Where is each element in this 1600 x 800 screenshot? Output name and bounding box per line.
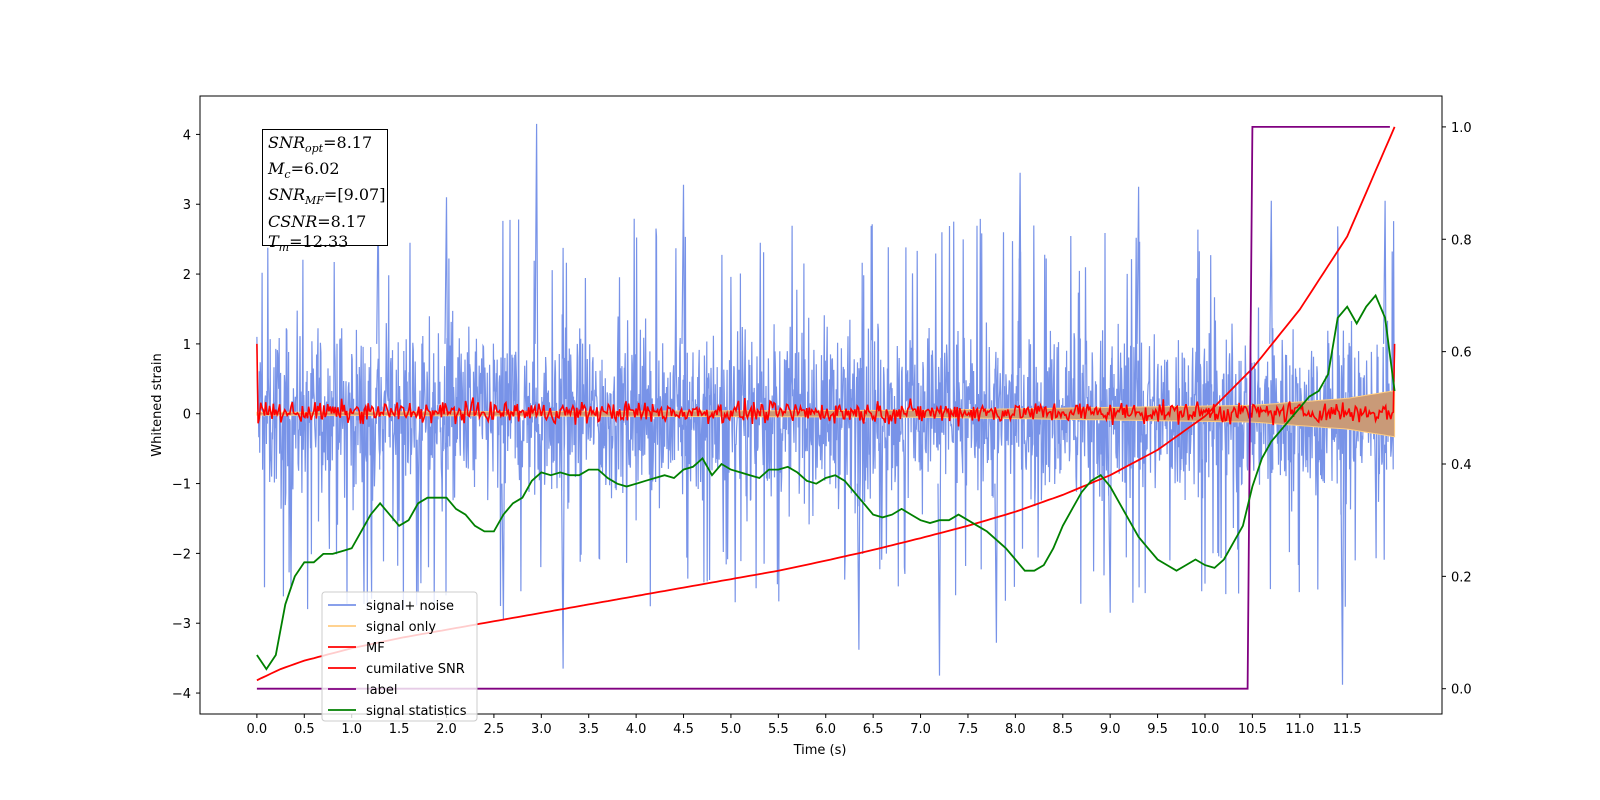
x-tick-label: 5.0 [721, 722, 742, 737]
x-tick-label: 2.0 [436, 722, 457, 737]
x-tick-label: 11.5 [1333, 722, 1362, 737]
x-tick-label: 7.5 [958, 722, 979, 737]
legend-label: signal only [366, 620, 436, 635]
x-tick-label: 3.5 [578, 722, 599, 737]
y-tick-label: −3 [172, 617, 191, 632]
y-tick-label: −1 [172, 478, 191, 493]
legend-label: signal statistics [366, 704, 467, 719]
y-tick-label: 1 [183, 338, 191, 353]
legend-frame [321, 591, 478, 722]
legend-label: label [366, 683, 397, 698]
x-tick-label: 10.0 [1191, 722, 1220, 737]
x-tick-label: 3.0 [531, 722, 552, 737]
info-mc: Mc=6.02 [268, 159, 340, 182]
y2-tick-label: 0.2 [1451, 570, 1472, 585]
x-tick-label: 9.5 [1147, 722, 1168, 737]
x-tick-label: 0.5 [294, 722, 315, 737]
x-tick-label: 1.0 [341, 722, 362, 737]
x-tick-label: 0.0 [247, 722, 268, 737]
plot-frame [199, 95, 1443, 715]
legend-label: cumilative SNR [366, 662, 465, 677]
x-axis-label: Time (s) [793, 743, 847, 758]
x-tick-label: 8.5 [1052, 722, 1073, 737]
x-tick-label: 4.0 [626, 722, 647, 737]
x-tick-label: 2.5 [484, 722, 505, 737]
x-tick-label: 6.0 [815, 722, 836, 737]
x-tick-label: 4.5 [673, 722, 694, 737]
info-snr-mf: SNRMF=[9.07] [268, 185, 386, 208]
x-tick-label: 8.0 [1005, 722, 1026, 737]
legend-label: MF [366, 641, 385, 656]
y-tick-label: −4 [172, 687, 191, 702]
series-label [256, 126, 1390, 690]
x-tick-label: 11.0 [1285, 722, 1314, 737]
y-axis-right: 1.0 0.8 0.6 0.4 0.2 0.0 [1442, 121, 1472, 698]
x-tick-label: 7.0 [910, 722, 931, 737]
y-tick-label: 3 [183, 198, 191, 213]
info-box: SNRopt=8.17 Mc=6.02 SNRMF=[9.07] CSNR=8.… [262, 129, 388, 254]
legend: signal+ noise signal only MF cumilative SNR… [321, 591, 478, 722]
y2-tick-label: 0.8 [1451, 233, 1472, 248]
info-csnr: CSNR=8.17 [268, 211, 367, 231]
y-axis-left: 4 3 2 1 0 −1 −2 −3 −4 [172, 128, 200, 702]
series-signal-statistics [256, 293, 1396, 671]
y-tick-label: 0 [183, 408, 191, 423]
y2-tick-label: 1.0 [1451, 121, 1472, 136]
x-axis: 0.0 0.5 1.0 1.5 2.0 2.5 3.0 3.5 4.0 4.5 5.0 5.5 6.0 6… [247, 714, 1362, 737]
info-tm: Tm=12.33 [268, 231, 349, 254]
info-snr-opt: SNRopt=8.17 [268, 133, 373, 156]
y-tick-label: 4 [183, 128, 191, 143]
y-tick-label: −2 [172, 547, 191, 562]
x-tick-label: 6.5 [863, 722, 884, 737]
x-tick-label: 5.5 [768, 722, 789, 737]
y2-tick-label: 0.6 [1451, 346, 1472, 361]
series-mf [256, 343, 1396, 427]
y-tick-label: 2 [183, 268, 191, 283]
x-tick-label: 1.5 [389, 722, 410, 737]
x-tick-label: 9.0 [1100, 722, 1121, 737]
y2-tick-label: 0.4 [1451, 458, 1472, 473]
legend-label: signal+ noise [366, 599, 454, 614]
y-axis-label: Whitened strain [150, 353, 165, 456]
x-tick-label: 10.5 [1238, 722, 1267, 737]
y2-tick-label: 0.0 [1451, 683, 1472, 698]
